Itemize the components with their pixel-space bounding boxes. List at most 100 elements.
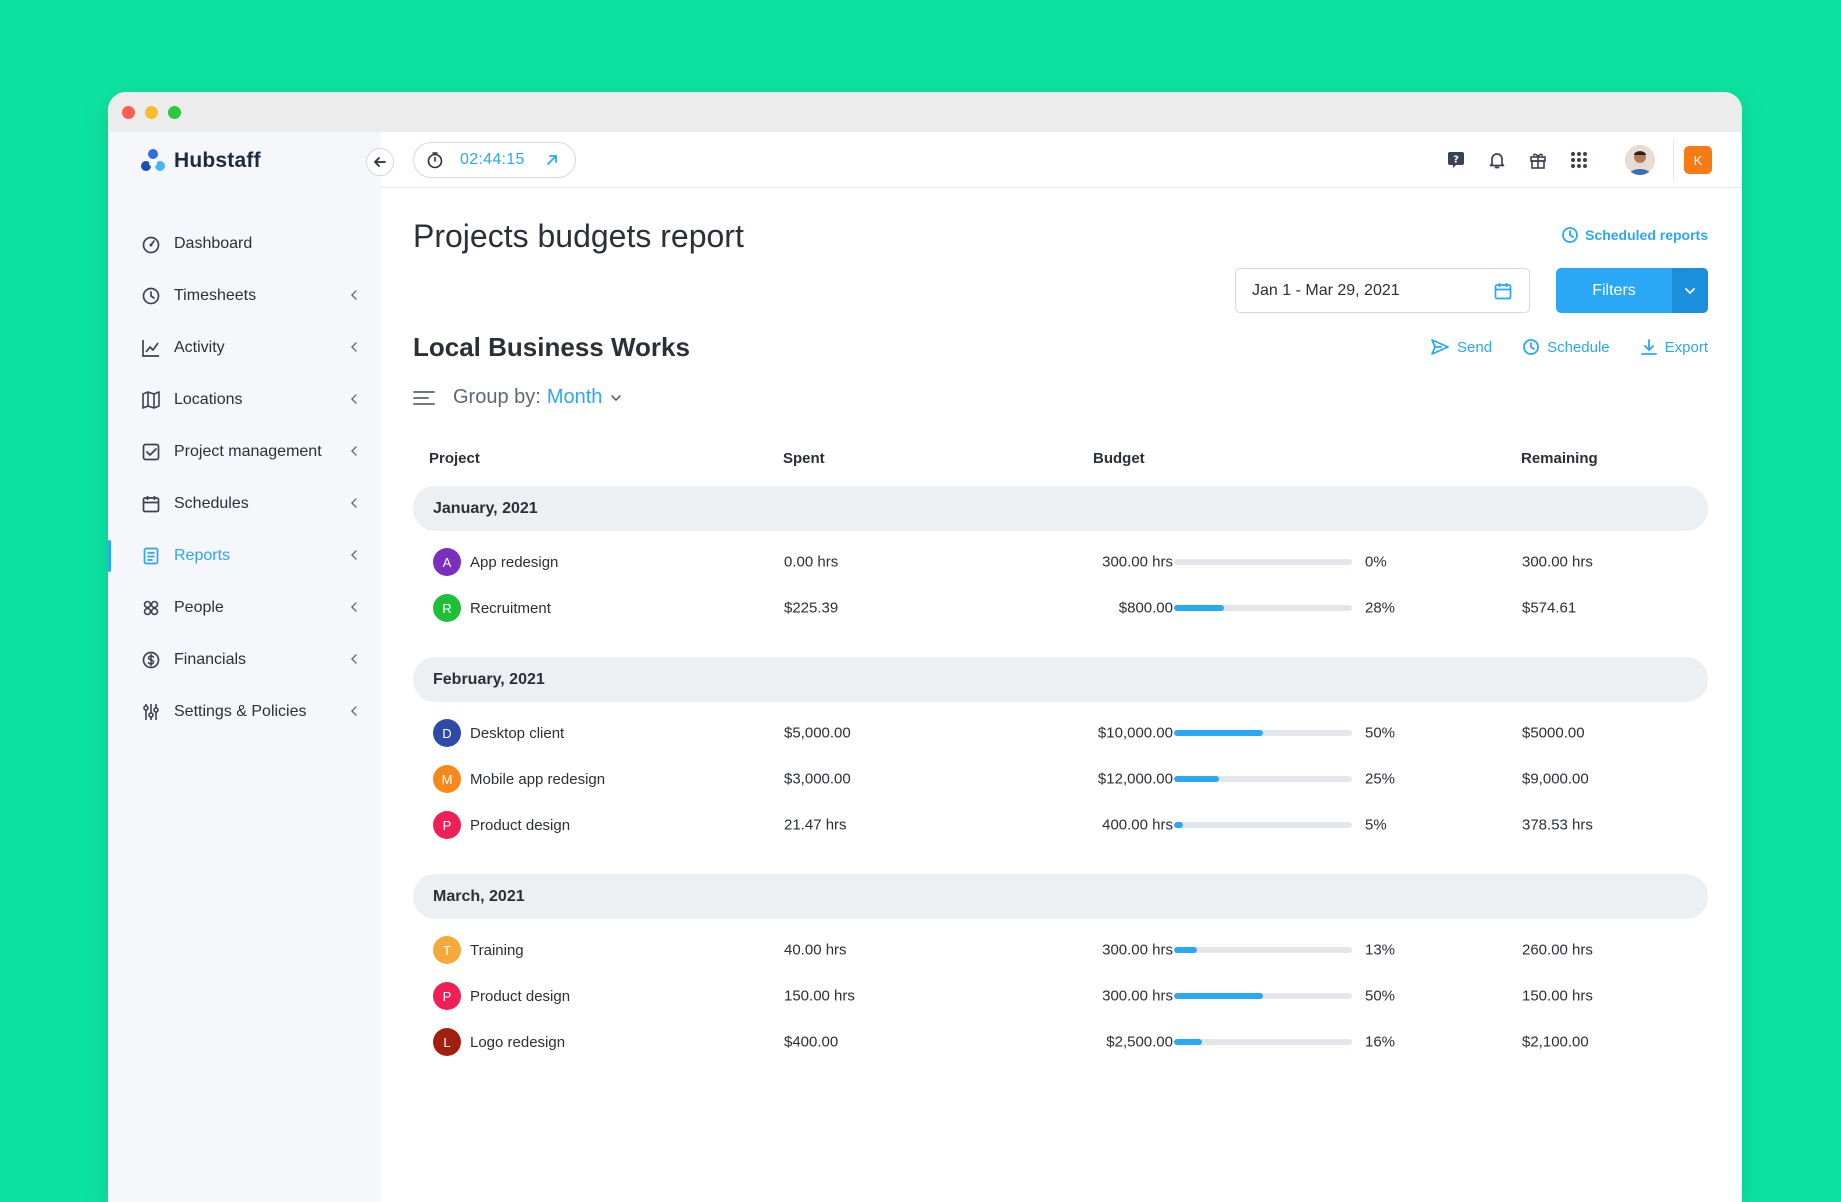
date-range-picker[interactable]: Jan 1 - Mar 29, 2021 bbox=[1235, 268, 1530, 313]
send-button[interactable]: Send bbox=[1430, 338, 1492, 356]
window-minimize-button[interactable] bbox=[145, 105, 158, 119]
sidebar-item-settings-policies[interactable]: Settings & Policies bbox=[108, 686, 381, 738]
table-row[interactable]: D Desktop client $5,000.00 $10,000.00 50% $50… bbox=[413, 710, 1708, 756]
chevron-left-icon[interactable] bbox=[349, 340, 359, 358]
checkbox-icon bbox=[140, 441, 162, 463]
window-zoom-button[interactable] bbox=[168, 105, 181, 119]
spent-value: 40.00 hrs bbox=[784, 941, 847, 959]
sidebar-item-activity[interactable]: Activity bbox=[108, 322, 381, 374]
chevron-left-icon[interactable] bbox=[349, 600, 359, 618]
column-header-spent[interactable]: Spent bbox=[783, 449, 825, 467]
project-name[interactable]: App redesign bbox=[470, 553, 559, 571]
budget-progress-fill bbox=[1174, 776, 1219, 782]
topbar-icons: ? K bbox=[1427, 140, 1712, 180]
notifications-bell-icon[interactable] bbox=[1485, 148, 1509, 172]
clock-icon bbox=[1523, 339, 1539, 355]
sidebar-item-financials[interactable]: Financials bbox=[108, 634, 381, 686]
sidebar-nav: Dashboard Timesheets Activity Locations Proj… bbox=[108, 218, 381, 738]
chevron-left-icon[interactable] bbox=[349, 288, 359, 306]
help-icon[interactable]: ? bbox=[1444, 148, 1468, 172]
project-cell: A App redesign bbox=[433, 548, 558, 576]
table-row[interactable]: P Product design 150.00 hrs 300.00 hrs 50% 15… bbox=[413, 973, 1708, 1019]
project-cell: M Mobile app redesign bbox=[433, 765, 605, 793]
sidebar-item-label: Project management bbox=[174, 443, 322, 460]
month-group-rows: A App redesign 0.00 hrs 300.00 hrs 0% 300.00 … bbox=[413, 539, 1708, 631]
chevron-left-icon[interactable] bbox=[349, 392, 359, 410]
sidebar-item-locations[interactable]: Locations bbox=[108, 374, 381, 426]
project-letter-avatar: T bbox=[433, 936, 461, 964]
collapse-sidebar-button[interactable] bbox=[366, 148, 394, 176]
user-avatar[interactable] bbox=[1625, 145, 1655, 175]
chevron-down-icon[interactable] bbox=[610, 392, 622, 404]
project-name[interactable]: Product design bbox=[470, 987, 571, 1005]
remaining-value: 300.00 hrs bbox=[1522, 553, 1593, 571]
project-name[interactable]: Desktop client bbox=[470, 724, 565, 742]
filters-dropdown-toggle[interactable] bbox=[1672, 268, 1708, 313]
sidebar-item-label: Activity bbox=[174, 339, 225, 356]
table-header: Project Spent Budget Remaining bbox=[413, 438, 1708, 478]
table-row[interactable]: M Mobile app redesign $3,000.00 $12,000.00 2… bbox=[413, 756, 1708, 802]
table-row[interactable]: T Training 40.00 hrs 300.00 hrs 13% 260.00 hr… bbox=[413, 927, 1708, 973]
budget-value: $800.00 bbox=[1118, 599, 1173, 617]
column-header-remaining[interactable]: Remaining bbox=[1521, 449, 1598, 467]
budget-value: 400.00 hrs bbox=[1102, 816, 1173, 834]
project-cell: R Recruitment bbox=[433, 594, 551, 622]
budget-percent: 16% bbox=[1365, 1033, 1396, 1051]
project-name[interactable]: Product design bbox=[470, 816, 571, 834]
chevron-left-icon[interactable] bbox=[349, 548, 359, 566]
open-timer-arrow-icon[interactable] bbox=[545, 153, 559, 167]
scheduled-reports-label: Scheduled reports bbox=[1585, 227, 1708, 243]
project-name[interactable]: Logo redesign bbox=[470, 1033, 566, 1051]
filters-button[interactable]: Filters bbox=[1556, 268, 1708, 313]
project-name[interactable]: Mobile app redesign bbox=[470, 770, 606, 788]
table-row[interactable]: A App redesign 0.00 hrs 300.00 hrs 0% 300.00 … bbox=[413, 539, 1708, 585]
sidebar-item-timesheets[interactable]: Timesheets bbox=[108, 270, 381, 322]
budget-percent: 25% bbox=[1365, 770, 1396, 788]
table-row[interactable]: P Product design 21.47 hrs 400.00 hrs 5% 378.… bbox=[413, 802, 1708, 848]
sidebar-item-reports[interactable]: Reports bbox=[108, 530, 381, 582]
remaining-value: 150.00 hrs bbox=[1522, 987, 1593, 1005]
export-button[interactable]: Export bbox=[1640, 338, 1708, 356]
window-close-button[interactable] bbox=[122, 105, 135, 119]
budget-progress-fill bbox=[1174, 993, 1263, 999]
sidebar-item-schedules[interactable]: Schedules bbox=[108, 478, 381, 530]
timer-widget[interactable]: 02:44:15 bbox=[413, 142, 576, 178]
column-header-project[interactable]: Project bbox=[429, 449, 480, 467]
budget-percent: 28% bbox=[1365, 599, 1396, 617]
scheduled-reports-link[interactable]: Scheduled reports bbox=[1561, 226, 1708, 244]
sidebar: Hubstaff Dashboard Timesheets Activity Loca… bbox=[108, 132, 381, 1202]
schedule-button[interactable]: Schedule bbox=[1522, 338, 1610, 356]
sidebar-item-label: Timesheets bbox=[174, 287, 257, 304]
budget-value: $12,000.00 bbox=[1097, 770, 1173, 788]
chevron-left-icon[interactable] bbox=[349, 496, 359, 514]
app-window: Hubstaff Dashboard Timesheets Activity Loca… bbox=[108, 92, 1742, 1202]
filters-label: Filters bbox=[1592, 281, 1636, 299]
remaining-value: 378.53 hrs bbox=[1522, 816, 1593, 834]
sidebar-item-project-management[interactable]: Project management bbox=[108, 426, 381, 478]
table-row[interactable]: R Recruitment $225.39 $800.00 28% $574.61 bbox=[413, 585, 1708, 631]
calendar-icon bbox=[1494, 282, 1512, 299]
budget-progress-fill bbox=[1174, 605, 1224, 611]
project-name[interactable]: Training bbox=[470, 941, 524, 959]
export-label: Export bbox=[1664, 338, 1708, 356]
organization-badge[interactable]: K bbox=[1684, 146, 1712, 174]
logo[interactable]: Hubstaff bbox=[140, 148, 261, 174]
budget-progress-fill bbox=[1174, 1039, 1203, 1045]
gift-icon[interactable] bbox=[1526, 148, 1550, 172]
project-name[interactable]: Recruitment bbox=[470, 599, 551, 617]
main-content: Projects budgets report Scheduled report… bbox=[381, 188, 1742, 1202]
chevron-left-icon[interactable] bbox=[349, 704, 359, 722]
arrow-left-icon bbox=[374, 157, 386, 167]
sidebar-item-people[interactable]: People bbox=[108, 582, 381, 634]
sidebar-item-dashboard[interactable]: Dashboard bbox=[108, 218, 381, 270]
column-header-budget[interactable]: Budget bbox=[1093, 449, 1145, 467]
spent-value: $400.00 bbox=[784, 1033, 839, 1051]
group-by-value[interactable]: Month bbox=[546, 386, 603, 408]
group-by-control[interactable]: Group by: Month bbox=[413, 386, 622, 409]
table-row[interactable]: L Logo redesign $400.00 $2,500.00 16% $2,100.… bbox=[413, 1019, 1708, 1065]
chevron-left-icon[interactable] bbox=[349, 444, 359, 462]
budget-progress-bar bbox=[1174, 1039, 1352, 1045]
chevron-left-icon[interactable] bbox=[349, 652, 359, 670]
apps-grid-icon[interactable] bbox=[1567, 148, 1591, 172]
project-letter-avatar: R bbox=[433, 594, 461, 622]
